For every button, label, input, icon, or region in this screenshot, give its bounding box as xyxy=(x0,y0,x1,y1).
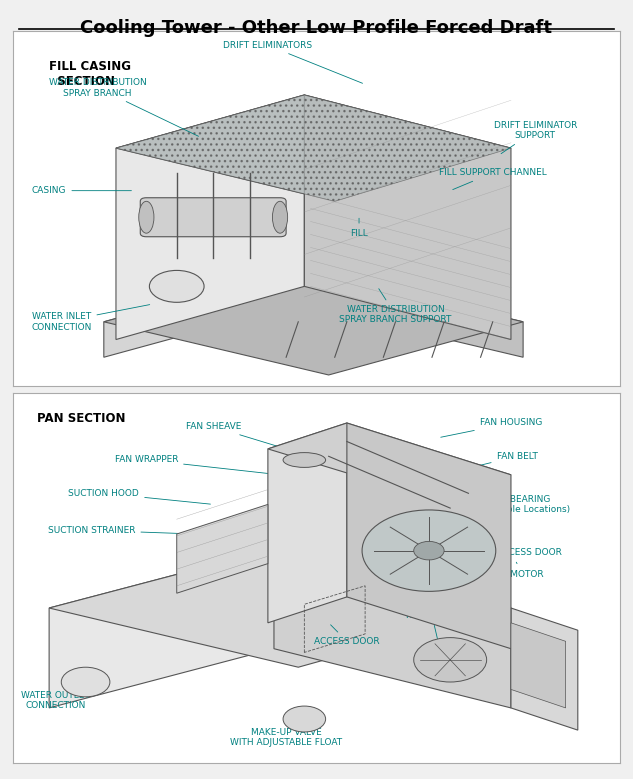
Text: FILL SUPPORT CHANNEL: FILL SUPPORT CHANNEL xyxy=(439,168,547,189)
Text: WATER INLET
CONNECTION: WATER INLET CONNECTION xyxy=(31,305,149,332)
Circle shape xyxy=(414,541,444,560)
Polygon shape xyxy=(116,95,304,340)
Polygon shape xyxy=(304,95,511,340)
Text: MAKE-UP VALVE
WITH ADJUSTABLE FLOAT: MAKE-UP VALVE WITH ADJUSTABLE FLOAT xyxy=(230,714,342,747)
Circle shape xyxy=(61,667,110,696)
Circle shape xyxy=(283,706,325,732)
Polygon shape xyxy=(116,95,511,201)
Text: CASING: CASING xyxy=(32,186,132,196)
Ellipse shape xyxy=(272,201,287,233)
Polygon shape xyxy=(49,548,274,708)
Text: WATER DISTRIBUTION
SPRAY BRANCH: WATER DISTRIBUTION SPRAY BRANCH xyxy=(49,78,199,136)
Ellipse shape xyxy=(283,453,325,467)
Text: ACCESS DOOR: ACCESS DOOR xyxy=(314,625,380,646)
Circle shape xyxy=(414,637,487,682)
Text: PAN SECTION: PAN SECTION xyxy=(37,412,125,425)
Text: FAN WRAPPER: FAN WRAPPER xyxy=(115,456,277,474)
Text: FAN SHAFT & BEARING
(Bearings in Multiple Locations): FAN SHAFT & BEARING (Bearings in Multipl… xyxy=(427,495,570,522)
Text: FAN WHEEL: FAN WHEEL xyxy=(406,611,458,639)
Text: SUCTION STRAINER: SUCTION STRAINER xyxy=(48,526,192,535)
Text: FAN SHEAVE: FAN SHEAVE xyxy=(185,422,296,452)
FancyBboxPatch shape xyxy=(141,198,286,237)
Text: DRIFT ELIMINATORS: DRIFT ELIMINATORS xyxy=(223,41,363,83)
Text: SUCTION HOOD: SUCTION HOOD xyxy=(68,488,210,504)
Polygon shape xyxy=(347,423,511,649)
Polygon shape xyxy=(511,623,566,708)
Text: FAN HOUSING: FAN HOUSING xyxy=(441,418,542,437)
Circle shape xyxy=(149,270,204,302)
Ellipse shape xyxy=(139,201,154,233)
Polygon shape xyxy=(298,269,523,358)
Circle shape xyxy=(362,510,496,591)
Text: WATER OUTLET
CONNECTION: WATER OUTLET CONNECTION xyxy=(21,673,90,710)
Polygon shape xyxy=(116,95,511,201)
Polygon shape xyxy=(177,505,268,594)
Polygon shape xyxy=(104,269,523,375)
Text: DRIFT ELIMINATOR
SUPPORT: DRIFT ELIMINATOR SUPPORT xyxy=(494,121,577,153)
Text: FILL: FILL xyxy=(350,218,368,238)
Polygon shape xyxy=(268,423,347,623)
Polygon shape xyxy=(274,548,511,708)
Polygon shape xyxy=(511,608,578,730)
Text: TEFC FAN MOTOR: TEFC FAN MOTOR xyxy=(465,570,544,580)
Text: Cooling Tower - Other Low Profile Forced Draft: Cooling Tower - Other Low Profile Forced… xyxy=(80,19,553,37)
Polygon shape xyxy=(49,548,511,667)
Text: WATER DISTRIBUTION
SPRAY BRANCH SUPPORT: WATER DISTRIBUTION SPRAY BRANCH SUPPORT xyxy=(339,289,452,324)
Polygon shape xyxy=(104,269,298,358)
Text: FAN BELT: FAN BELT xyxy=(459,452,537,471)
Polygon shape xyxy=(268,423,511,501)
Text: FILL CASING
  SECTION: FILL CASING SECTION xyxy=(49,59,131,87)
Text: MOTOR ACCESS DOOR: MOTOR ACCESS DOOR xyxy=(460,548,562,564)
